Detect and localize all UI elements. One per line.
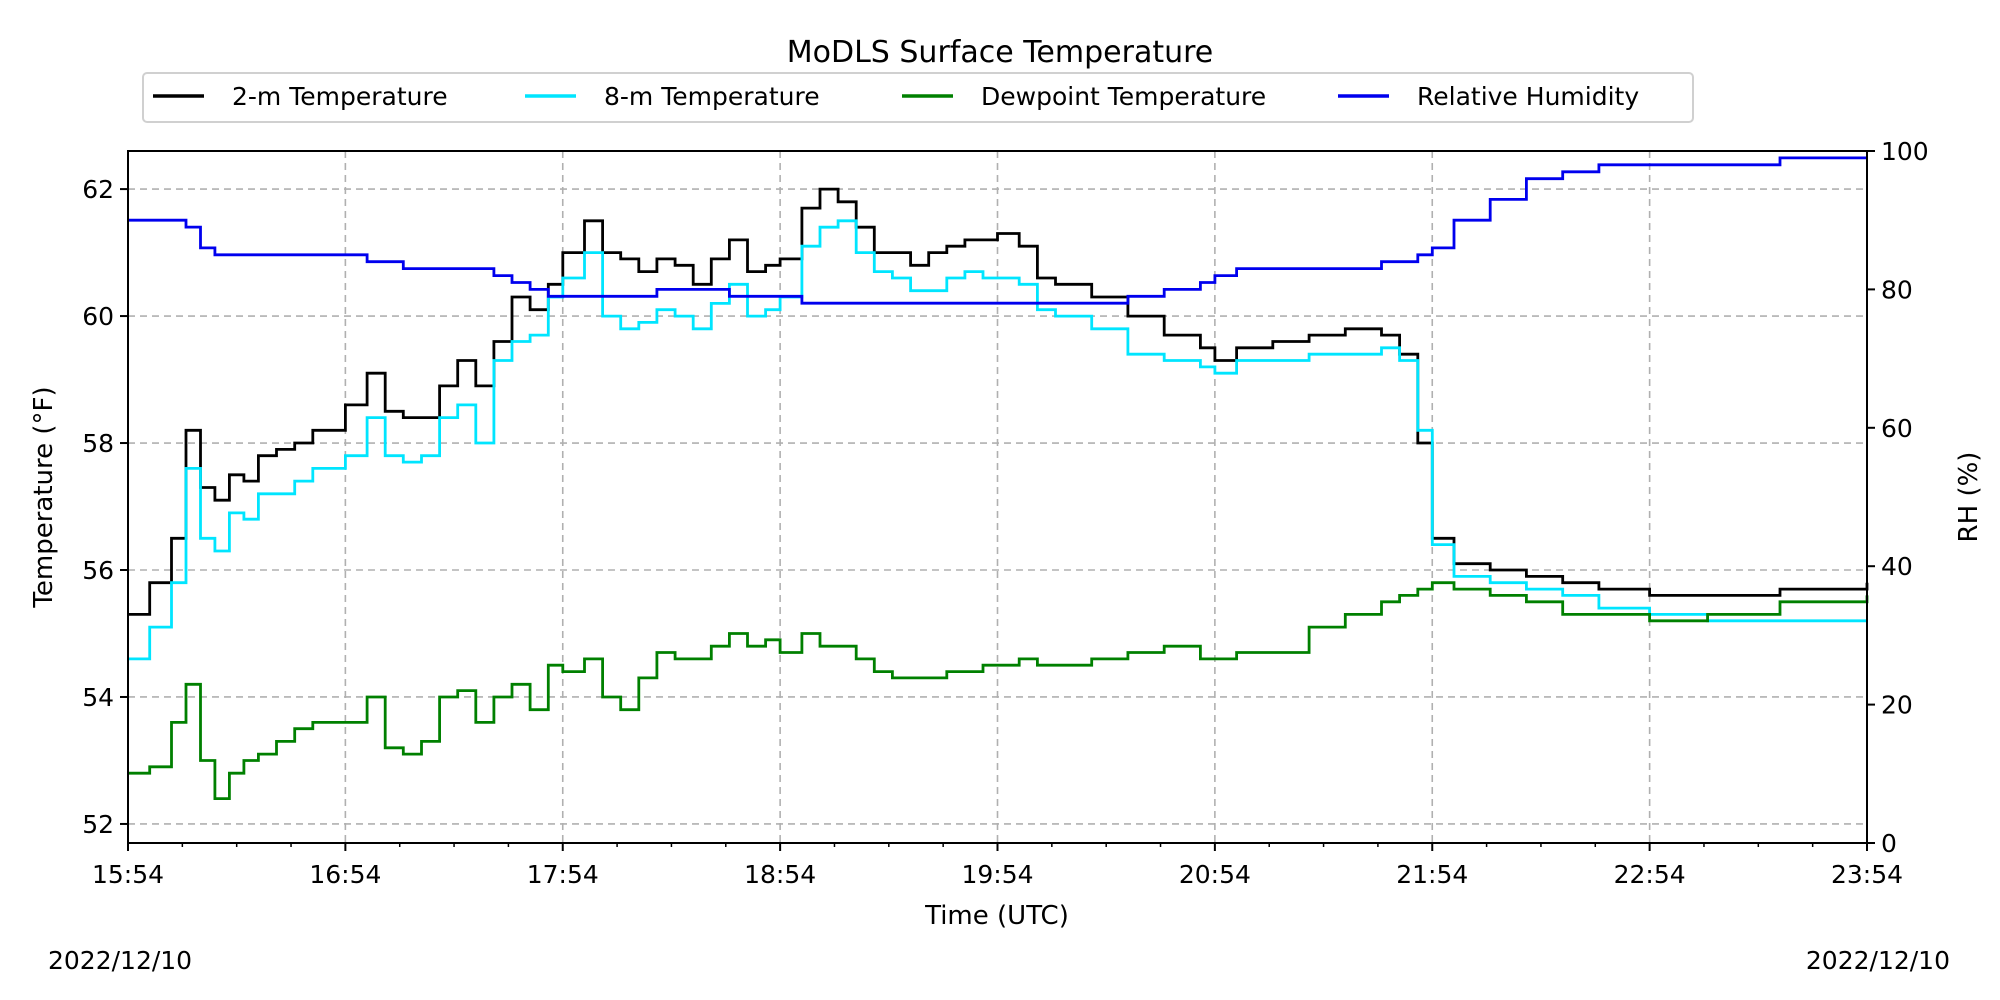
y-tick-label: 60	[82, 302, 114, 331]
legend-label: Relative Humidity	[1417, 82, 1639, 111]
chart-title: MoDLS Surface Temperature	[787, 35, 1214, 70]
x-tick-label: 22:54	[1614, 860, 1686, 889]
legend-label: 2-m Temperature	[232, 82, 448, 111]
x-tick-label: 19:54	[961, 860, 1033, 889]
x-tick-label: 21:54	[1396, 860, 1468, 889]
x-tick-label: 20:54	[1179, 860, 1251, 889]
x-axis: 15:54 16:54 17:54 18:54 19:54 20:54 21:54 22:54…	[92, 843, 1903, 889]
x-tick-label: 18:54	[744, 860, 816, 889]
series-line-dewpoint-temperature	[128, 581, 1869, 800]
legend-label: 8-m Temperature	[604, 82, 820, 111]
y-tick-label: 58	[82, 429, 114, 458]
y-right-tick-label: 60	[1881, 414, 1913, 443]
series-line-relative-humidity	[128, 156, 1867, 305]
x-axis-label: Time (UTC)	[924, 901, 1069, 931]
y-tick-label: 52	[82, 810, 114, 839]
y-tick-label: 54	[82, 683, 114, 712]
y-right-tick-label: 20	[1881, 691, 1913, 720]
x-tick-label: 15:54	[92, 860, 164, 889]
date-right: 2022/12/10	[1806, 946, 1950, 975]
x-tick-label: 23:54	[1831, 860, 1903, 889]
grid-lines	[127, 151, 1868, 843]
y-axis-left: 52 54 56 58 60 62	[82, 175, 128, 839]
y-axis-label: Temperature (°F)	[29, 386, 59, 608]
x-tick-label: 16:54	[309, 860, 381, 889]
y-right-tick-label: 80	[1881, 275, 1913, 304]
y-tick-label: 62	[82, 175, 114, 204]
y-right-tick-label: 0	[1881, 829, 1897, 858]
series-line-8-m-temperature	[128, 219, 1867, 661]
legend: 2-m Temperature 8-m Temperature Dewpoint T…	[142, 72, 1694, 123]
date-left: 2022/12/10	[48, 946, 192, 975]
y-axis-label-right: RH (%)	[1954, 452, 1984, 543]
legend-label: Dewpoint Temperature	[981, 82, 1266, 111]
series-line-2-m-temperature	[128, 187, 1869, 616]
series-lines	[128, 156, 1869, 800]
y-tick-label: 56	[82, 556, 114, 585]
x-tick-label: 17:54	[527, 860, 599, 889]
y-right-tick-label: 40	[1881, 552, 1913, 581]
y-axis-right: 0 20 40 60 80 100	[1867, 137, 1929, 858]
y-right-tick-label: 100	[1881, 137, 1929, 166]
